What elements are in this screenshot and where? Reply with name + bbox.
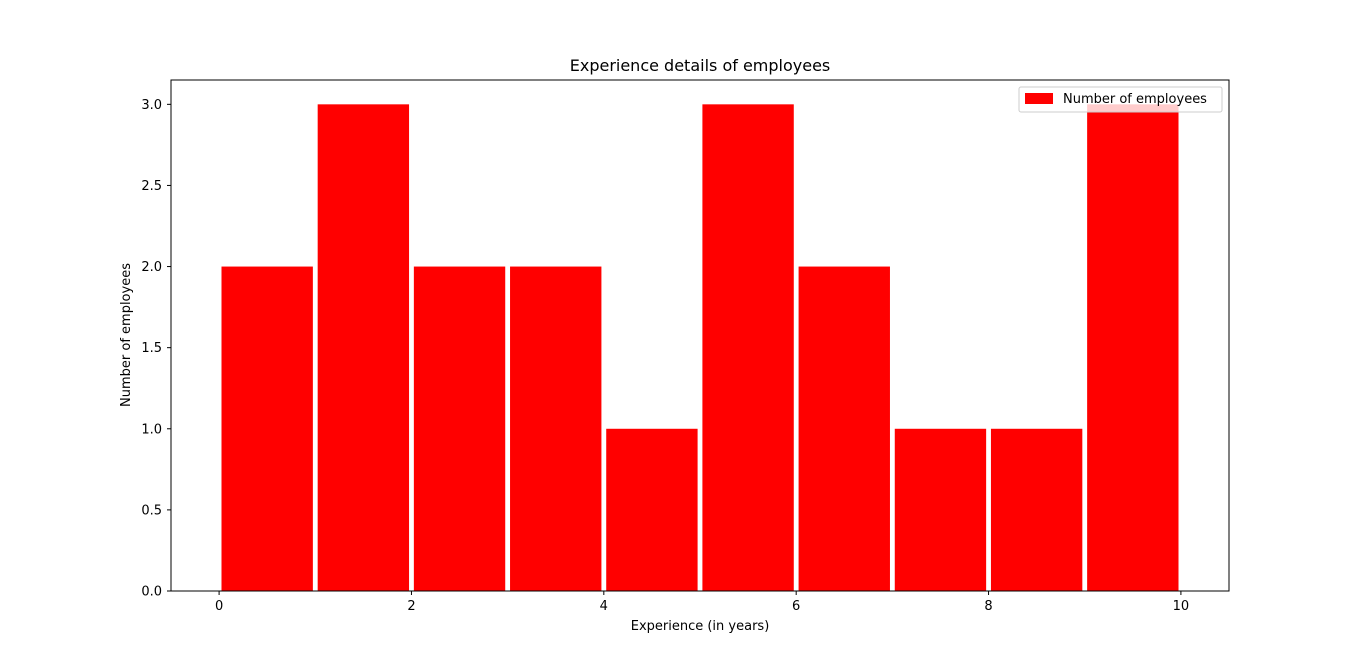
x-axis-ticks: 0 2 4 6 8 10 bbox=[215, 591, 1189, 614]
y-axis-label: Number of employees bbox=[119, 263, 134, 407]
y-tick-label: 2.0 bbox=[141, 260, 162, 275]
bar-3 bbox=[510, 266, 602, 591]
y-tick-label: 3.0 bbox=[141, 98, 162, 113]
bar-0 bbox=[221, 266, 313, 591]
bar-6 bbox=[798, 266, 890, 591]
y-tick-label: 2.5 bbox=[141, 179, 162, 194]
x-tick-label: 0 bbox=[215, 599, 223, 614]
bar-5 bbox=[702, 104, 794, 591]
x-tick-label: 8 bbox=[984, 599, 992, 614]
x-axis-label: Experience (in years) bbox=[631, 619, 770, 634]
legend-box bbox=[1018, 86, 1223, 113]
y-tick-label: 0.5 bbox=[141, 503, 162, 518]
legend: Number of employees bbox=[1018, 86, 1223, 113]
bar-8 bbox=[990, 428, 1083, 591]
bar-7 bbox=[894, 428, 987, 591]
legend-swatch bbox=[1025, 93, 1053, 104]
chart-title: Experience details of employees bbox=[570, 56, 831, 75]
x-tick-label: 6 bbox=[792, 599, 800, 614]
y-tick-label: 0.0 bbox=[141, 585, 162, 600]
x-tick-label: 10 bbox=[1173, 599, 1190, 614]
bar-1 bbox=[317, 104, 410, 591]
bars-group bbox=[221, 104, 1179, 591]
y-tick-label: 1.5 bbox=[141, 341, 162, 356]
plot-frame bbox=[170, 79, 1230, 592]
y-axis-ticks: 0.0 0.5 1.0 1.5 2.0 2.5 3.0 bbox=[141, 98, 171, 600]
legend-label: Number of employees bbox=[1063, 92, 1207, 107]
bar-4 bbox=[606, 428, 698, 591]
y-tick-label: 1.0 bbox=[141, 422, 162, 437]
bar-9 bbox=[1087, 104, 1179, 591]
bar-2 bbox=[413, 266, 506, 591]
x-tick-label: 4 bbox=[600, 599, 608, 614]
x-tick-label: 2 bbox=[407, 599, 415, 614]
